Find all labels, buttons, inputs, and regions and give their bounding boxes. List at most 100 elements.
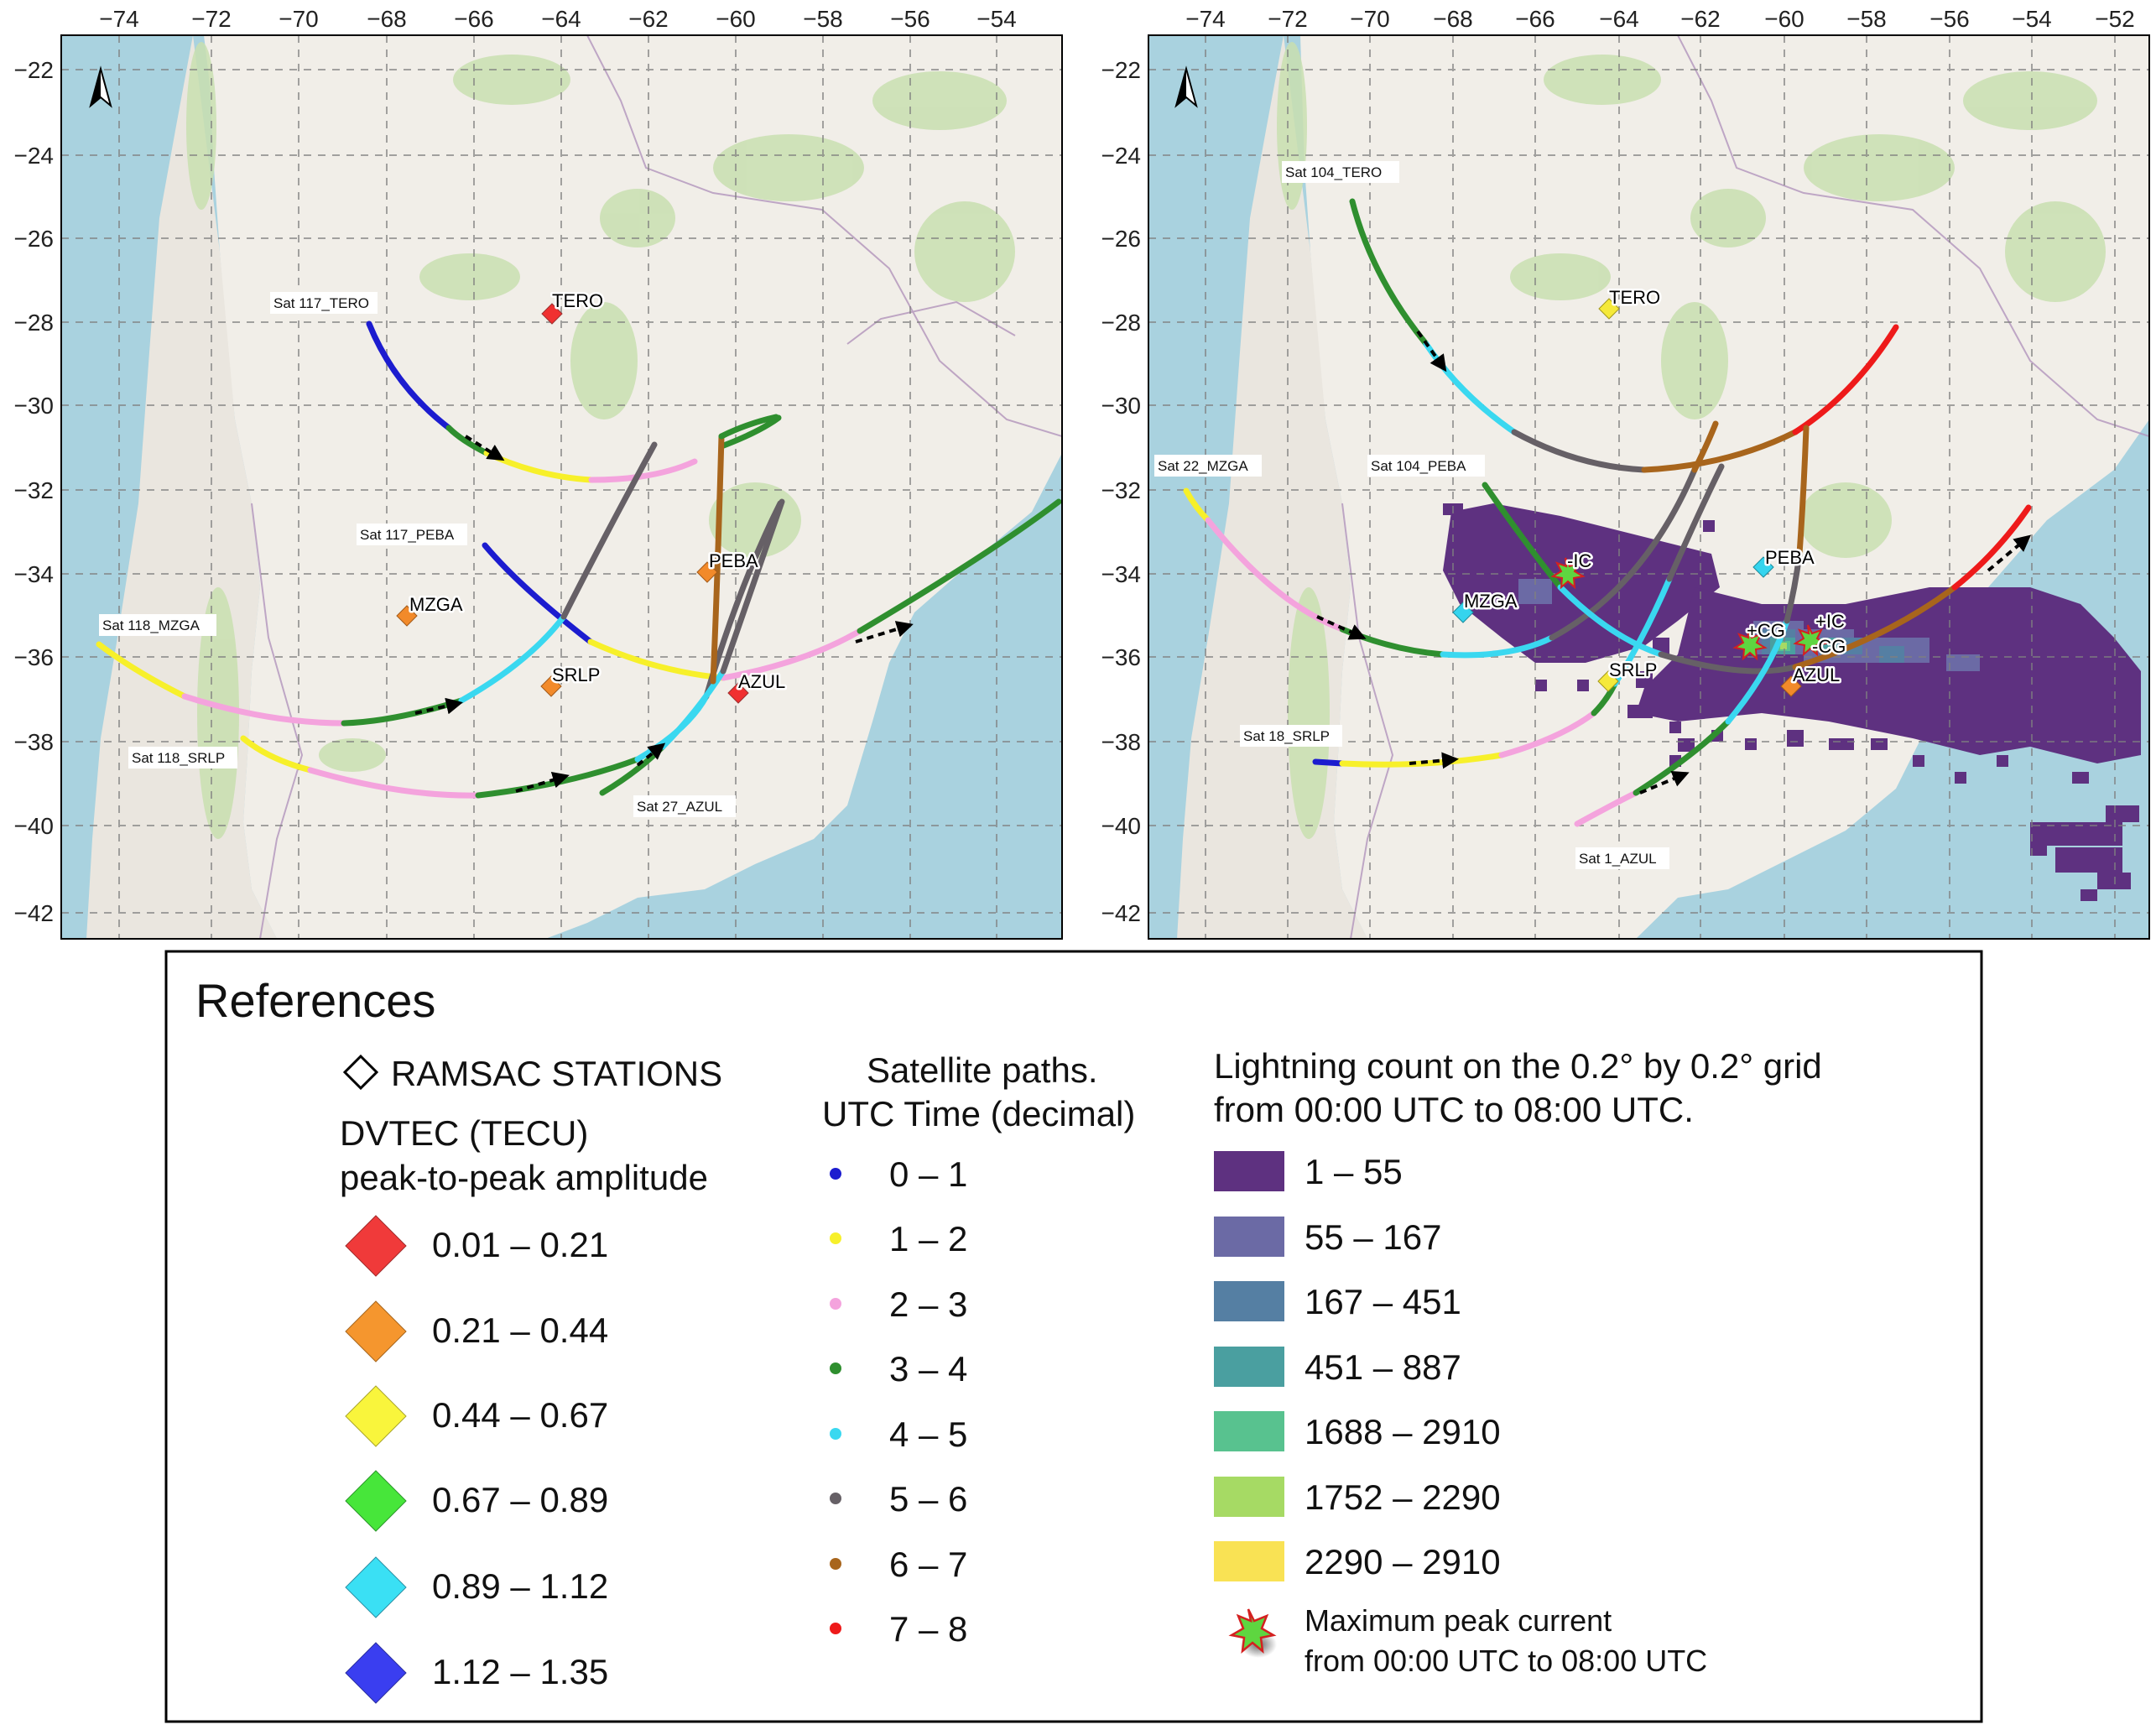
lightning-label-4: 451 – 887	[1305, 1347, 1461, 1387]
y-tick: −42	[14, 900, 55, 926]
map-left: TERO PEBA MZGA SRLP AZUL	[14, 6, 1063, 940]
y-tick: −36	[14, 644, 55, 670]
path-sat118-srlp-1-2	[240, 735, 314, 774]
path-sat104-tero-5-6	[1511, 429, 1648, 473]
dvtec-label-5: 0.89 – 1.12	[432, 1566, 608, 1606]
x-tick: −62	[628, 6, 669, 32]
marker-label: +IC	[1815, 611, 1845, 632]
path-sat27-azul-5-6	[720, 498, 785, 675]
y-tick: −24	[1101, 143, 1142, 169]
starburst-icon	[1793, 624, 1828, 657]
lightning-label-6: 1752 – 2290	[1305, 1477, 1501, 1517]
map-left-graticule	[61, 35, 1062, 939]
x-tick: −58	[1846, 6, 1887, 32]
map-left-stations: TERO PEBA MZGA SRLP AZUL	[396, 289, 788, 704]
station-label: MZGA	[1464, 591, 1518, 612]
sat-label: Sat 118_SRLP	[132, 750, 225, 766]
sat-label: Sat 104_PEBA	[1371, 458, 1466, 474]
path-sat104-peba-3-4	[1482, 482, 1564, 591]
x-tick: −58	[803, 6, 843, 32]
path-swatch-4	[830, 1362, 841, 1374]
lightning-title-line2: from 00:00 UTC to 08:00 UTC.	[1214, 1090, 1694, 1129]
path-sat118-srlp-2-3	[307, 767, 482, 799]
lightning-title-line1: Lightning count on the 0.2° by 0.2° grid	[1214, 1046, 1822, 1086]
x-tick: −68	[1433, 6, 1473, 32]
path-label-8: 7 – 8	[889, 1609, 967, 1649]
marker-label: +CG	[1747, 620, 1785, 641]
map-right-satellite-paths	[1183, 198, 2032, 827]
path-sat118-mzga-5-6	[560, 441, 658, 620]
path-sat18-srlp-5-6	[1666, 463, 1725, 582]
path-label-3: 2 – 3	[889, 1284, 967, 1324]
path-sat104-tero-3-4	[1349, 198, 1430, 347]
dvtec-label-2: 0.21 – 0.44	[432, 1310, 608, 1350]
station-tero: TERO	[541, 289, 606, 325]
path-sat104-tero-6-7	[1641, 429, 1799, 473]
sat-label: Sat 104_TERO	[1285, 164, 1382, 180]
lightning-peak-markers: -IC +CG +IC -CG	[1550, 549, 1848, 661]
station-marker	[396, 605, 418, 627]
lightning-swatch-7	[1214, 1541, 1284, 1581]
station-marker	[1752, 556, 1774, 578]
y-tick: −34	[1101, 561, 1142, 587]
dvtec-label-3: 0.44 – 0.67	[432, 1395, 608, 1435]
y-tick: −40	[1101, 813, 1142, 839]
map-right: TERO PEBA MZGA SRLP AZUL	[1101, 6, 2150, 940]
station-peba: PEBA	[1752, 545, 1817, 578]
north-arrow-icon	[89, 65, 112, 108]
path-label-1: 0 – 1	[889, 1154, 967, 1194]
x-tick: −64	[1599, 6, 1639, 32]
dvtec-swatch-2	[345, 1300, 407, 1362]
path-label-5: 4 – 5	[889, 1415, 967, 1454]
x-tick: −68	[367, 6, 407, 32]
station-label: SRLP	[552, 664, 600, 685]
path-sat104-peba-7-8	[1951, 504, 2032, 591]
map-left-y-ticks: −22 −24 −26 −28 −30 −32 −34 −36 −38 −40 …	[14, 57, 55, 926]
station-marker	[1452, 602, 1474, 623]
y-tick: −30	[1101, 393, 1142, 419]
map-left-satellite-labels: Sat 117_TERO Sat 117_PEBA Sat 118_MZGA S…	[99, 292, 736, 817]
map-right-x-ticks: −74 −72 −70 −68 −66 −64 −62 −60 −58 −56 …	[1185, 6, 2135, 32]
y-tick: −40	[14, 813, 55, 839]
path-sat1-azul-4-5	[1725, 617, 1790, 725]
starburst-icon	[1732, 628, 1768, 661]
station-mzga: MZGA	[396, 592, 465, 627]
lightning-label-7: 2290 – 2910	[1305, 1542, 1501, 1581]
path-swatch-8	[830, 1623, 841, 1634]
lightning-swatch-3	[1214, 1281, 1284, 1321]
path-sat18-srlp-2-3	[1498, 710, 1597, 758]
peak-label-line2: from 00:00 UTC to 08:00 UTC	[1305, 1644, 1707, 1678]
path-sat27-azul-4-5	[659, 668, 726, 750]
dvtec-title-line2: peak-to-peak amplitude	[340, 1158, 708, 1197]
path-swatch-1	[830, 1168, 841, 1180]
path-sat22-mzga-2-3	[1205, 517, 1346, 633]
path-sat1-azul-5-6	[1784, 550, 1803, 624]
y-tick: −32	[14, 477, 55, 503]
legend-satellite-paths: Satellite paths. UTC Time (decimal) 0 – …	[822, 1050, 1135, 1649]
lightning-swatch-2	[1214, 1217, 1284, 1257]
station-tero: TERO	[1598, 285, 1663, 320]
station-label: TERO	[1609, 287, 1660, 308]
station-marker	[696, 561, 718, 583]
x-tick: −70	[1350, 6, 1390, 32]
legend-lightning: Lightning count on the 0.2° by 0.2° grid…	[1214, 1046, 1822, 1678]
lightning-marker-cg-neg: -CG	[1810, 634, 1848, 659]
path-sat27-azul-3-4b	[718, 414, 779, 440]
y-tick: −22	[14, 57, 55, 83]
dvtec-swatch-5	[345, 1556, 407, 1618]
map-right-stations: TERO PEBA MZGA SRLP AZUL	[1452, 285, 1842, 697]
path-sat104-peba-4-5	[1557, 584, 1664, 658]
station-marker	[1598, 298, 1620, 320]
sat-label: Sat 18_SRLP	[1243, 728, 1330, 744]
x-tick: −66	[454, 6, 494, 32]
sat-label: Sat 117_TERO	[273, 295, 369, 311]
station-label: PEBA	[709, 550, 758, 571]
path-sat1-azul-3-4	[1633, 718, 1732, 796]
station-marker	[540, 675, 562, 697]
sat-label: Sat 1_AZUL	[1579, 851, 1657, 867]
path-sat18-srlp-4-5	[1612, 576, 1673, 687]
station-mzga: MZGA	[1452, 589, 1519, 623]
path-sat117-tero-2-3	[588, 458, 698, 483]
map-right-frame	[1148, 34, 2150, 940]
